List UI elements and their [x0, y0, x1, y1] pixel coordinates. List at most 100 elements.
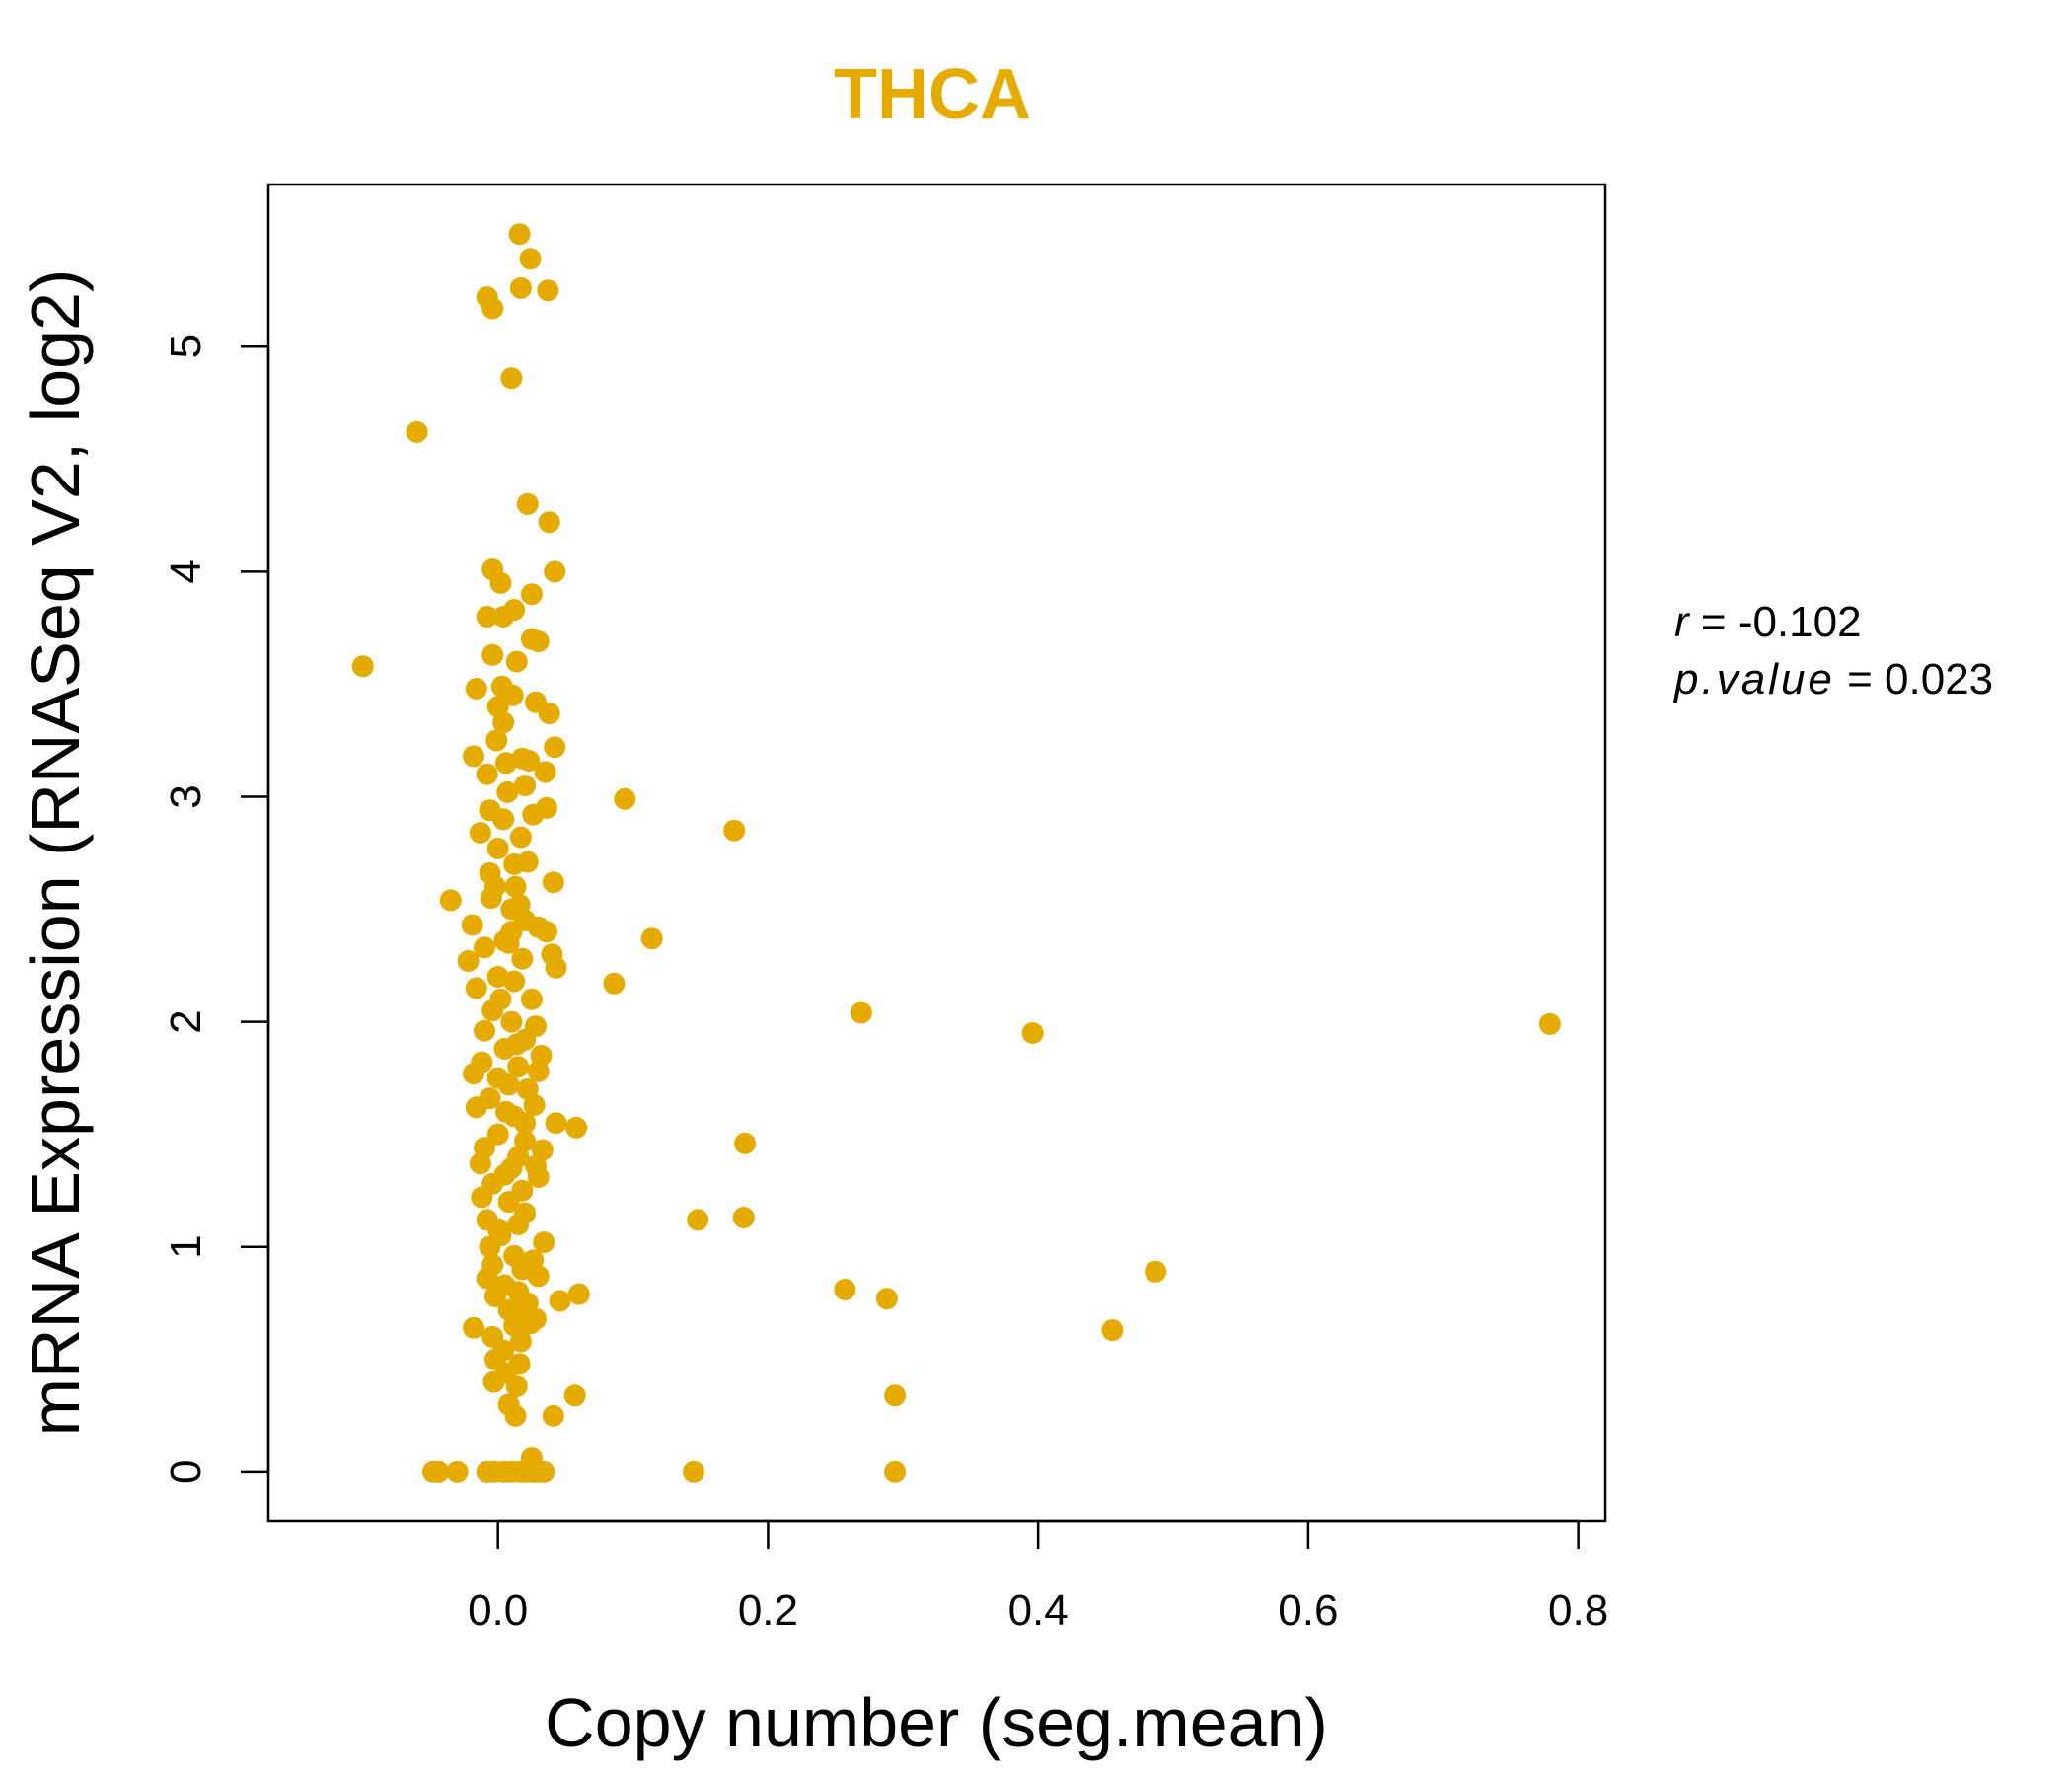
data-point — [500, 921, 523, 943]
data-point — [683, 1460, 705, 1483]
data-point — [534, 761, 556, 783]
data-point — [463, 1316, 484, 1339]
data-point — [476, 606, 498, 628]
data-point — [482, 1370, 505, 1393]
chart-title: THCA — [834, 55, 1031, 134]
data-point — [549, 1290, 571, 1312]
data-point — [723, 819, 746, 842]
y-tick-label: 0 — [162, 1460, 210, 1484]
data-point — [527, 1060, 550, 1082]
data-point — [563, 1384, 586, 1407]
data-point — [518, 750, 541, 772]
data-point — [603, 972, 626, 995]
y-tick-label: 2 — [162, 1009, 210, 1033]
data-point — [469, 822, 491, 844]
data-point — [507, 1213, 530, 1235]
data-point — [476, 1267, 498, 1290]
x-tick-label: 0.2 — [738, 1587, 798, 1635]
data-point — [505, 1033, 528, 1056]
data-point — [516, 492, 539, 515]
data-point — [850, 1001, 872, 1024]
data-point — [492, 606, 515, 628]
r-value: -0.102 — [1739, 598, 1862, 646]
data-point — [537, 279, 559, 302]
data-point — [492, 711, 515, 734]
data-point — [496, 780, 519, 803]
data-point — [481, 643, 504, 666]
data-point — [507, 1056, 530, 1078]
data-point — [461, 914, 483, 936]
data-point — [504, 875, 527, 898]
data-point — [489, 1224, 512, 1247]
data-point — [542, 871, 564, 894]
x-tick-label: 0.8 — [1548, 1587, 1608, 1635]
data-point — [474, 1019, 495, 1042]
data-point — [427, 1460, 450, 1483]
data-point — [486, 1067, 509, 1089]
data-point — [486, 1123, 509, 1146]
data-point — [406, 420, 428, 443]
x-tick-label: 0.6 — [1278, 1587, 1338, 1635]
data-point — [834, 1279, 856, 1300]
data-point — [486, 837, 509, 859]
data-point — [500, 1010, 523, 1033]
data-point — [465, 977, 487, 999]
data-point — [884, 1460, 907, 1483]
data-point — [474, 936, 495, 959]
data-point — [489, 571, 512, 594]
data-point — [527, 1166, 550, 1188]
data-point — [469, 1152, 491, 1175]
y-axis: 0 1 2 3 4 5 — [162, 334, 270, 1484]
data-point — [514, 775, 537, 797]
data-point — [514, 1112, 537, 1135]
data-point — [503, 852, 526, 875]
data-point — [520, 1447, 543, 1470]
data-point — [504, 1404, 527, 1427]
data-point — [520, 583, 543, 606]
data-points — [351, 223, 1561, 1483]
data-point — [522, 803, 545, 826]
data-point — [476, 763, 498, 785]
p-value-text: p.value = 0.023 — [1672, 655, 1993, 703]
data-point — [505, 650, 528, 673]
data-point — [465, 678, 487, 700]
p-value: 0.023 — [1885, 655, 1993, 703]
data-point — [446, 1460, 469, 1483]
data-point — [527, 1265, 550, 1288]
data-point — [527, 630, 550, 653]
data-point — [439, 889, 462, 912]
data-point — [497, 1191, 520, 1214]
data-point — [544, 560, 566, 583]
data-point — [463, 1063, 484, 1085]
data-point — [483, 1285, 506, 1307]
data-point — [875, 1288, 898, 1310]
x-axis: 0.0 0.2 0.4 0.6 0.8 — [468, 1519, 1608, 1635]
data-point — [535, 921, 557, 943]
data-point — [471, 1186, 493, 1209]
data-point — [511, 947, 534, 970]
data-point — [614, 787, 636, 810]
p-symbol: p.value — [1672, 655, 1835, 703]
data-point — [545, 956, 567, 979]
data-point — [500, 367, 523, 390]
data-point — [463, 745, 484, 768]
data-point — [538, 703, 560, 725]
data-point — [640, 927, 663, 950]
data-point — [494, 752, 517, 775]
data-point — [481, 297, 504, 320]
data-point — [520, 988, 543, 1010]
data-point — [567, 1283, 590, 1305]
data-point — [523, 1094, 546, 1116]
data-point — [509, 276, 532, 299]
data-point — [544, 736, 566, 759]
x-axis-title: Copy number (seg.mean) — [545, 1684, 1328, 1761]
data-point — [457, 950, 480, 972]
data-point — [1021, 1022, 1044, 1044]
data-point — [483, 875, 506, 898]
data-point — [505, 1375, 528, 1398]
data-point — [508, 894, 531, 916]
data-point — [1145, 1260, 1167, 1283]
data-point — [351, 655, 374, 678]
data-point — [485, 729, 508, 752]
data-point — [492, 808, 515, 831]
